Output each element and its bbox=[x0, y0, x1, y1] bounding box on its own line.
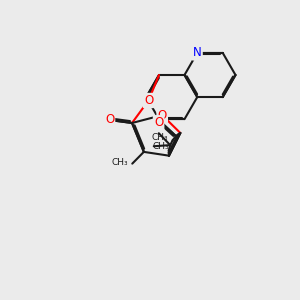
Text: O: O bbox=[154, 116, 163, 129]
Text: CH₃: CH₃ bbox=[111, 158, 128, 166]
Text: N: N bbox=[193, 46, 202, 59]
Text: O: O bbox=[144, 94, 153, 107]
Text: CH₃: CH₃ bbox=[152, 133, 169, 142]
Text: O: O bbox=[105, 113, 114, 127]
Text: O: O bbox=[158, 109, 167, 122]
Text: CH₃: CH₃ bbox=[153, 142, 169, 151]
